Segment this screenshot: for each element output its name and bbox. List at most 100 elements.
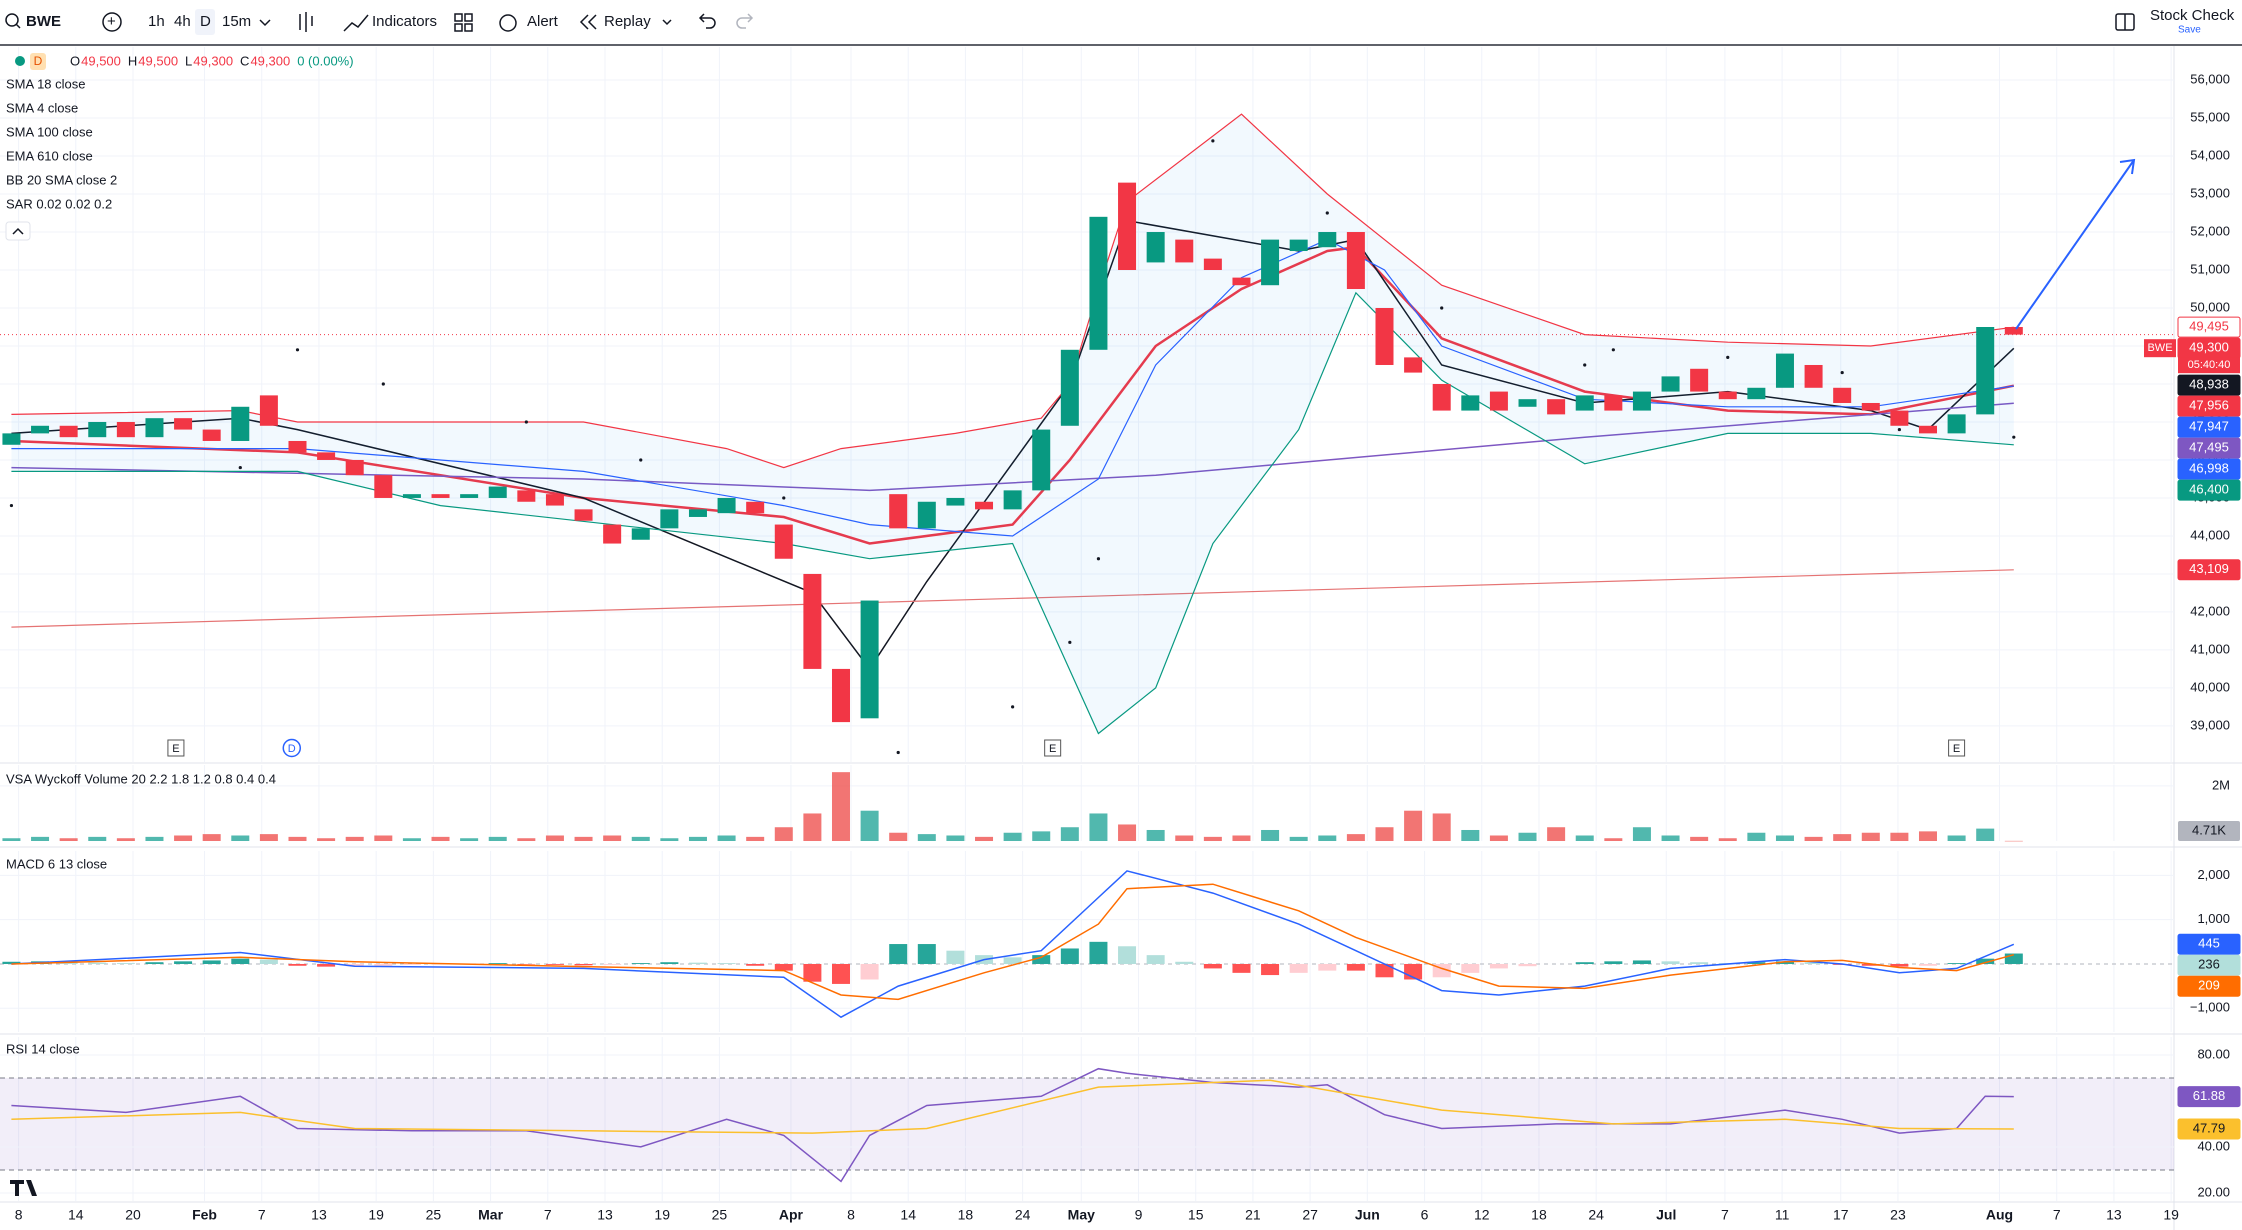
price-axis-label: 40.00 <box>2197 1138 2230 1153</box>
price-axis-label: 51,000 <box>2190 261 2230 276</box>
price-axis-label: 53,000 <box>2190 185 2230 200</box>
macd-histogram-bar <box>145 962 164 964</box>
candle-body <box>345 459 364 476</box>
candle-body <box>1404 357 1423 373</box>
candle-body <box>145 418 164 438</box>
candle-body <box>231 406 250 441</box>
candle-body <box>1804 364 1823 388</box>
alert-icon[interactable] <box>499 14 517 32</box>
volume-bar <box>431 836 450 841</box>
legend-dot <box>15 56 25 66</box>
volume-bar <box>2 838 21 841</box>
candle-body <box>2004 326 2023 335</box>
templates-icon <box>464 23 473 32</box>
volume-bar <box>831 772 850 841</box>
volume-bar <box>1318 835 1337 841</box>
time-label: Apr <box>779 1207 804 1223</box>
symbol[interactable]: BWE <box>26 13 61 30</box>
sar-dot <box>1726 355 1730 359</box>
replay-button[interactable]: Replay <box>604 13 651 30</box>
layout-name[interactable]: Stock Check <box>2150 7 2235 24</box>
volume-bar <box>688 836 707 841</box>
price-badge <box>2177 437 2241 459</box>
volume-bar <box>259 834 278 841</box>
indicators-icon[interactable] <box>343 14 369 32</box>
volume-bar <box>1432 813 1451 841</box>
earnings-marker <box>1044 739 1062 757</box>
volume-bar <box>345 836 364 841</box>
candle-body <box>688 509 707 517</box>
save-button[interactable]: Save <box>2178 25 2201 36</box>
sar-dot <box>1897 427 1901 432</box>
interval-menu[interactable] <box>259 19 271 27</box>
chart-type[interactable] <box>299 12 313 32</box>
price-badge <box>2177 395 2241 417</box>
templates-icon[interactable] <box>454 13 463 22</box>
interval[interactable]: D <box>200 13 211 30</box>
candle-body <box>259 395 278 426</box>
ohlc-key: O <box>70 53 80 68</box>
collapse-legend[interactable] <box>5 221 31 241</box>
interval[interactable]: 4h <box>174 13 191 30</box>
earnings-marker <box>1948 739 1966 757</box>
macd-histogram-bar <box>174 961 193 964</box>
ohlc-value: 49,300 <box>193 53 233 68</box>
volume-bar <box>975 836 994 841</box>
price-badge-label: 209 <box>2198 978 2220 993</box>
price-axis-label: 1,000 <box>2197 911 2230 926</box>
volume-bar <box>174 835 193 841</box>
volume-bar <box>917 834 936 841</box>
volume-bar <box>1632 827 1651 841</box>
time-label: 24 <box>1015 1207 1031 1223</box>
price-badge <box>2177 1118 2241 1140</box>
volume-bar <box>88 836 107 841</box>
price-badge-label: 47,947 <box>2189 419 2229 434</box>
indicator-line <box>11 245 2015 545</box>
sar-dot <box>1583 363 1587 367</box>
volume-bar <box>231 835 250 841</box>
ohlc-key: L <box>185 53 192 68</box>
price-axis-label: 44,000 <box>2190 527 2230 542</box>
candle-body <box>1718 391 1737 400</box>
time-label: 19 <box>2163 1207 2179 1223</box>
volume-bar <box>1918 831 1937 841</box>
macd-histogram-bar <box>1375 963 1394 978</box>
price-badge-label: 236 <box>2198 957 2220 972</box>
time-label: 8 <box>847 1207 855 1223</box>
ohlc-value: 49,500 <box>138 53 178 68</box>
alert-button[interactable]: Alert <box>527 13 559 30</box>
interval[interactable]: 15m <box>222 13 251 30</box>
add-symbol[interactable] <box>102 12 122 32</box>
candle-body <box>717 497 736 514</box>
search-icon[interactable] <box>5 13 19 27</box>
macd-histogram-bar <box>1203 963 1222 969</box>
price-badge-label: 49,300 <box>2189 340 2229 355</box>
replay-icon[interactable] <box>579 14 597 30</box>
indicator-legend: SMA 4 close <box>6 100 78 115</box>
volume-bar <box>517 838 536 841</box>
candle-body <box>860 600 879 719</box>
redo[interactable] <box>736 13 754 29</box>
candle-body <box>603 524 622 544</box>
pane-title: MACD 6 13 close <box>6 856 107 871</box>
candle-body <box>1918 425 1937 434</box>
price-badge <box>2177 374 2241 396</box>
trend-arrow-drawing[interactable] <box>2015 158 2136 330</box>
undo[interactable] <box>698 13 716 29</box>
indicators-button[interactable]: Indicators <box>372 13 437 30</box>
macd-histogram-bar <box>889 944 908 964</box>
price-badge-label: 445 <box>2198 936 2220 951</box>
indicator-legend: SMA 18 close <box>6 76 86 91</box>
macd-histogram-bar <box>259 959 278 964</box>
marker-label: E <box>1953 743 1960 755</box>
price-badge-label: 48,938 <box>2189 377 2229 392</box>
sar-dot <box>295 348 300 352</box>
time-label: 13 <box>311 1207 327 1223</box>
time-label: 24 <box>1588 1207 1604 1223</box>
macd-histogram-bar <box>488 963 507 964</box>
volume-bar <box>59 838 78 841</box>
interval[interactable]: 1h <box>148 13 165 30</box>
price-axis-label: −1,000 <box>2190 1000 2230 1015</box>
rsi-line <box>11 1079 2014 1134</box>
replay-menu[interactable] <box>662 19 672 26</box>
